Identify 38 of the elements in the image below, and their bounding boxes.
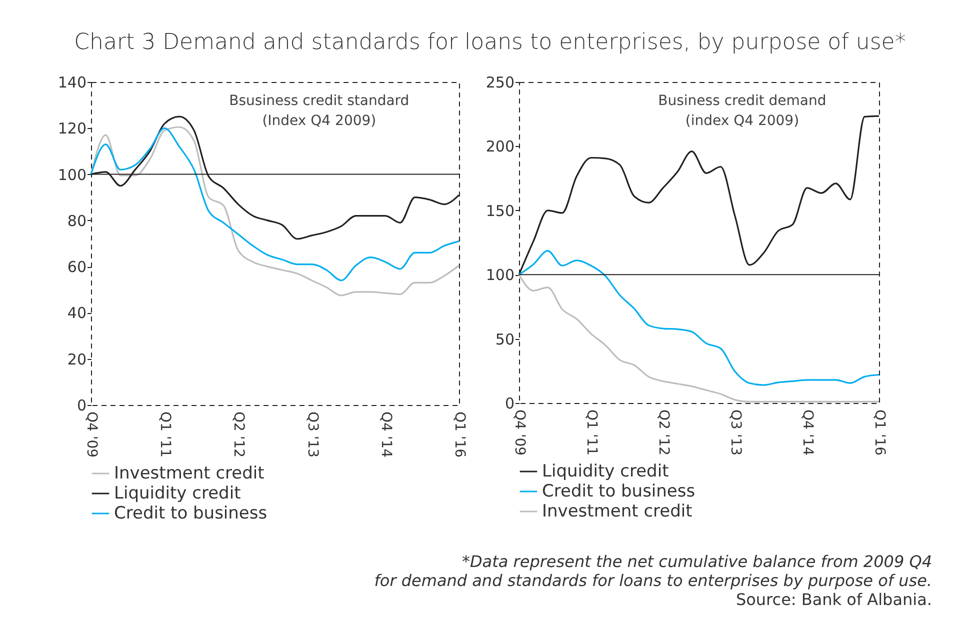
y-tick-label: 150 <box>486 202 514 220</box>
y-tick-label: 200 <box>486 138 514 156</box>
x-tick-label: Q1 '16 <box>872 410 888 456</box>
legend-label: Investment credit <box>542 502 693 522</box>
chart-title: Chart 3 Demand and standards for loans to enterprises, by purpose of use* <box>73 30 907 55</box>
y-tick-label: 250 <box>486 74 514 92</box>
legend-label: Investment credit <box>114 464 265 484</box>
x-tick-label: Q2 '12 <box>656 410 672 456</box>
x-tick-label: Q3 '13 <box>304 412 320 458</box>
source-note: Source: Bank of Albania. <box>734 590 932 609</box>
x-tick-label: Q4 '09 <box>84 412 100 458</box>
x-tick-label: Q1 '11 <box>584 410 600 456</box>
text: Business credit demand (index Q4 2009) <box>658 93 826 129</box>
y-tick-label: 60 <box>67 258 86 276</box>
x-tick-label: Q4 '14 <box>378 412 394 458</box>
y-tick-label: 40 <box>67 304 86 322</box>
text: *Data represent the net cumulative balance from 2009 Q4 <box>460 552 932 571</box>
y-tick-label: 0 <box>504 394 514 412</box>
text: for demand and standards for loans to enterprises by purpose of use. <box>374 571 932 590</box>
y-tick-label: 140 <box>58 74 86 92</box>
legend-label: Credit to business <box>542 482 696 502</box>
x-tick-label: Q4 '14 <box>800 410 816 456</box>
legend-label: Liquidity credit <box>114 484 242 504</box>
x-tick-label: Q2 '12 <box>230 412 247 458</box>
y-tick-label: 120 <box>58 120 86 138</box>
y-tick-label: 0 <box>76 396 86 414</box>
x-tick-label: Q1 '16 <box>452 412 468 458</box>
x-tick-label: Q1 '11 <box>157 412 174 458</box>
y-tick-label: 20 <box>67 350 86 368</box>
y-tick-label: 100 <box>486 266 514 284</box>
text: Bsusiness credit standard (Index Q4 2009) <box>229 93 410 129</box>
x-tick-label: Q3 '13 <box>728 410 744 456</box>
legend-label: Liquidity credit <box>542 462 670 482</box>
y-tick-label: 80 <box>67 212 86 230</box>
y-tick-label: 50 <box>495 330 514 348</box>
x-tick-label: Q4 '09 <box>512 410 528 456</box>
y-tick-label: 100 <box>58 166 86 184</box>
legend-label: Credit to business <box>114 504 268 524</box>
